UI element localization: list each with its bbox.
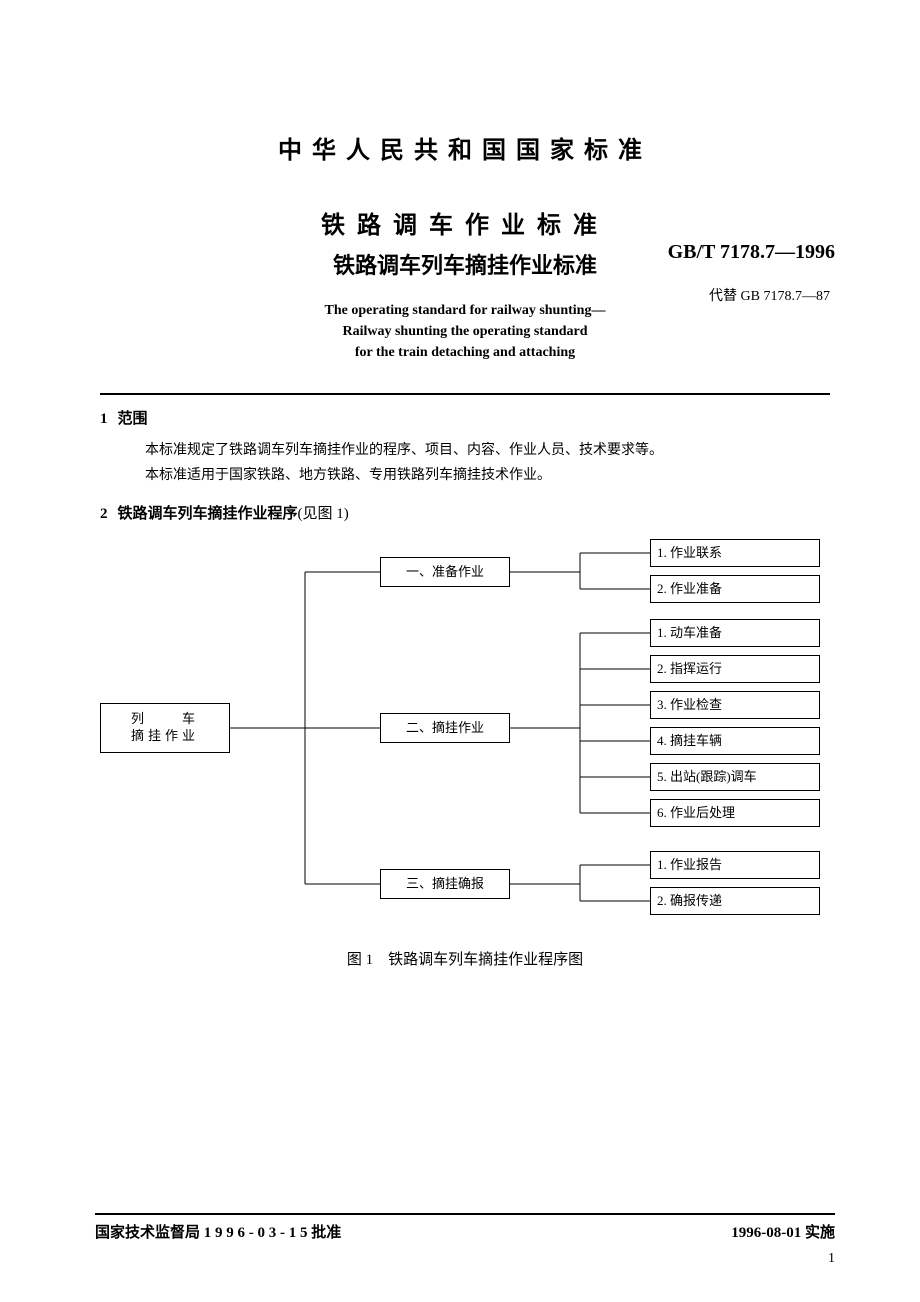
main-title-line1: 铁路调车作业标准 bbox=[100, 205, 830, 240]
tree-leaf-box-1: 2. 作业准备 bbox=[650, 575, 820, 603]
section-2-title: 铁路调车列车摘挂作业程序 bbox=[118, 506, 298, 522]
title-row: 铁路调车作业标准 铁路调车列车摘挂作业标准 GB/T 7178.7—1996 代… bbox=[100, 205, 830, 363]
english-title-line2: Railway shunting the operating standard bbox=[100, 321, 830, 342]
section-2-num: 2 bbox=[100, 506, 108, 522]
procedure-tree-diagram: 列 车摘挂作业 一、准备作业二、摘挂作业三、摘挂确报 1. 作业联系 2. 作业准备 1… bbox=[100, 533, 830, 923]
tree-leaf-box-7: 6. 作业后处理 bbox=[650, 799, 820, 827]
section-1-num: 1 bbox=[100, 411, 108, 427]
page-number: 1 bbox=[828, 1251, 835, 1267]
tree-leaf-box-0: 1. 作业联系 bbox=[650, 539, 820, 567]
footer-bar: 国家技术监督局 1 9 9 6 - 0 3 - 1 5 批准 1996-08-0… bbox=[95, 1213, 835, 1242]
section-1-p2: 本标准适用于国家铁路、地方铁路、专用铁路列车摘挂技术作业。 bbox=[110, 463, 830, 488]
tree-mid-box-2: 三、摘挂确报 bbox=[380, 869, 510, 899]
section-1-p1: 本标准规定了铁路调车列车摘挂作业的程序、项目、内容、作业人员、技术要求等。 bbox=[110, 438, 830, 463]
figure-caption: 图 1 铁路调车列车摘挂作业程序图 bbox=[100, 948, 830, 969]
tree-leaf-box-6: 5. 出站(跟踪)调车 bbox=[650, 763, 820, 791]
footer-effective: 1996-08-01 实施 bbox=[731, 1221, 835, 1242]
replace-number: 代替 GB 7178.7—87 bbox=[709, 285, 830, 305]
tree-leaf-box-3: 2. 指挥运行 bbox=[650, 655, 820, 683]
tree-root-box: 列 车摘挂作业 bbox=[100, 703, 230, 753]
footer-line bbox=[95, 1213, 835, 1215]
english-title-line3: for the train detaching and attaching bbox=[100, 342, 830, 363]
section-2-heading: 2 铁路调车列车摘挂作业程序(见图 1) bbox=[100, 502, 830, 523]
tree-mid-box-1: 二、摘挂作业 bbox=[380, 713, 510, 743]
tree-leaf-box-2: 1. 动车准备 bbox=[650, 619, 820, 647]
standard-number: GB/T 7178.7—1996 bbox=[668, 241, 835, 264]
tree-mid-box-0: 一、准备作业 bbox=[380, 557, 510, 587]
standard-header: 中华人民共和国国家标准 铁路调车作业标准 铁路调车列车摘挂作业标准 GB/T 7… bbox=[100, 130, 830, 363]
section-1-heading: 1 范围 bbox=[100, 407, 830, 428]
footer-approval: 国家技术监督局 1 9 9 6 - 0 3 - 1 5 批准 bbox=[95, 1221, 341, 1242]
country-title: 中华人民共和国国家标准 bbox=[100, 130, 830, 165]
section-2-paren: (见图 1) bbox=[298, 506, 349, 522]
tree-leaf-box-4: 3. 作业检查 bbox=[650, 691, 820, 719]
tree-leaf-box-9: 2. 确报传递 bbox=[650, 887, 820, 915]
divider-thick bbox=[100, 393, 830, 395]
section-1-title: 范围 bbox=[118, 411, 148, 427]
tree-leaf-box-5: 4. 摘挂车辆 bbox=[650, 727, 820, 755]
tree-leaf-box-8: 1. 作业报告 bbox=[650, 851, 820, 879]
